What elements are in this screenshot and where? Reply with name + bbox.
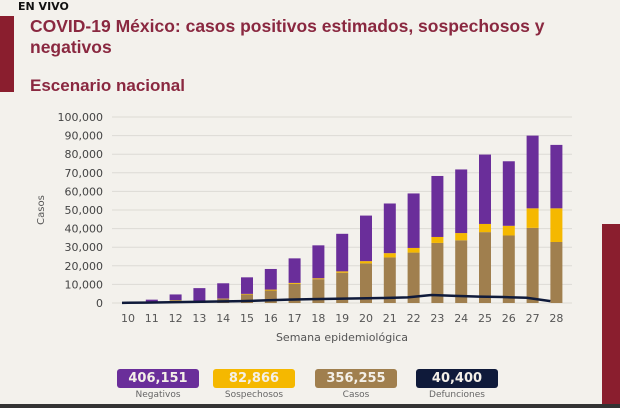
bar-casos-19 bbox=[336, 272, 349, 303]
bar-casos-15 bbox=[241, 294, 253, 303]
y-tick-label: 100,000 bbox=[58, 111, 104, 124]
bar-casos-22 bbox=[407, 252, 420, 303]
bar-negativos-28 bbox=[550, 144, 563, 209]
x-tick-label: 22 bbox=[407, 312, 421, 325]
bar-sospechosos-20 bbox=[360, 261, 372, 264]
live-badge: EN VIVO bbox=[18, 0, 69, 13]
line-defunciones bbox=[121, 293, 551, 305]
bar-sospechosos-17 bbox=[288, 282, 301, 284]
bar-casos-25 bbox=[479, 232, 491, 303]
bar-negativos-19 bbox=[336, 233, 349, 272]
x-tick-label: 24 bbox=[454, 312, 468, 325]
summary-label: Defunciones bbox=[429, 390, 485, 400]
x-tick-label: 23 bbox=[430, 312, 444, 325]
y-tick-label: 50,000 bbox=[65, 204, 104, 217]
y-tick-label: 10,000 bbox=[65, 278, 104, 291]
bar-sospechosos-15 bbox=[241, 293, 253, 295]
bar-negativos-13 bbox=[193, 288, 206, 301]
bar-casos-28 bbox=[550, 241, 563, 303]
bar-casos-21 bbox=[383, 257, 396, 303]
x-tick-label: 15 bbox=[240, 312, 254, 325]
bar-negativos-21 bbox=[383, 203, 396, 254]
y-tick-label: 20,000 bbox=[65, 260, 104, 273]
bar-casos-27 bbox=[526, 227, 539, 303]
y-axis-label: Casos bbox=[36, 195, 47, 225]
bar-casos-24 bbox=[455, 240, 468, 303]
bottom-strip bbox=[0, 404, 620, 408]
bar-sospechosos-24 bbox=[455, 233, 468, 241]
summary-label: Negativos bbox=[135, 390, 181, 400]
bar-negativos-11 bbox=[145, 299, 158, 302]
bar-casos-26 bbox=[502, 235, 515, 303]
bar-negativos-14 bbox=[217, 283, 230, 299]
bar-sospechosos-25 bbox=[479, 223, 491, 233]
x-tick-label: 20 bbox=[359, 312, 373, 325]
summary-sospechosos: 82,866 Sospechosos bbox=[213, 369, 295, 400]
x-tick-label: 27 bbox=[526, 312, 540, 325]
summary-negativos: 406,151 Negativos bbox=[117, 369, 199, 400]
x-tick-label: 16 bbox=[264, 312, 278, 325]
bar-negativos-27 bbox=[526, 135, 539, 209]
bar-sospechosos-19 bbox=[336, 271, 349, 273]
x-tick-label: 14 bbox=[216, 312, 230, 325]
bar-negativos-17 bbox=[288, 258, 301, 283]
y-tick-label: 60,000 bbox=[65, 185, 104, 198]
bar-negativos-12 bbox=[169, 294, 182, 301]
bar-sospechosos-21 bbox=[383, 253, 396, 258]
bar-casos-20 bbox=[360, 263, 372, 303]
x-tick-label: 17 bbox=[288, 312, 302, 325]
bar-sospechosos-18 bbox=[312, 278, 325, 280]
bar-negativos-24 bbox=[455, 169, 468, 234]
x-tick-label: 25 bbox=[478, 312, 492, 325]
summary-label: Sospechosos bbox=[224, 390, 284, 400]
x-tick-label: 26 bbox=[502, 312, 516, 325]
bar-negativos-22 bbox=[407, 193, 420, 248]
summary-defunciones: 40,400 Defunciones bbox=[416, 369, 498, 400]
summary-value: 356,255 bbox=[315, 369, 397, 388]
bar-sospechosos-28 bbox=[550, 208, 563, 242]
chart-title: COVID-19 México: casos positivos estimad… bbox=[30, 16, 545, 57]
bar-negativos-23 bbox=[431, 175, 444, 237]
bar-sospechosos-27 bbox=[526, 208, 539, 228]
bar-negativos-25 bbox=[479, 154, 491, 224]
bar-negativos-26 bbox=[502, 161, 515, 226]
y-tick-label: 80,000 bbox=[65, 148, 104, 161]
summary-value: 406,151 bbox=[117, 369, 199, 388]
summary-value: 82,866 bbox=[213, 369, 295, 388]
bar-negativos-18 bbox=[312, 245, 325, 279]
stacked-bar-chart: 0 10,000 20,000 30,000 40,000 50,000 60,000 70,… bbox=[36, 111, 572, 344]
summary-casos: 356,255 Casos bbox=[315, 369, 397, 400]
y-tick-label: 70,000 bbox=[65, 167, 104, 180]
x-tick-label: 19 bbox=[335, 312, 349, 325]
bar-sospechosos-22 bbox=[407, 247, 420, 253]
bar-sospechosos-26 bbox=[502, 225, 515, 236]
x-tick-label: 13 bbox=[192, 312, 206, 325]
bar-negativos-20 bbox=[360, 215, 372, 262]
y-tick-label: 40,000 bbox=[65, 223, 104, 236]
bar-sospechosos-16 bbox=[264, 289, 277, 291]
bar-sospechosos-23 bbox=[431, 236, 444, 243]
bar-casos-18 bbox=[312, 279, 325, 303]
x-tick-label: 10 bbox=[121, 312, 135, 325]
accent-bar-left bbox=[0, 16, 14, 92]
x-tick-label: 11 bbox=[145, 312, 159, 325]
y-tick-label: 90,000 bbox=[65, 130, 104, 143]
summary-label: Casos bbox=[342, 390, 370, 400]
x-tick-label: 28 bbox=[549, 312, 563, 325]
chart-subtitle: Escenario nacional bbox=[30, 76, 185, 95]
summary-value: 40,400 bbox=[416, 369, 498, 388]
bar-negativos-15 bbox=[241, 277, 253, 294]
accent-bar-right bbox=[602, 224, 620, 408]
x-tick-label: 18 bbox=[311, 312, 325, 325]
x-tick-label: 12 bbox=[169, 312, 183, 325]
bar-casos-23 bbox=[431, 242, 444, 303]
y-tick-label: 0 bbox=[96, 297, 103, 310]
x-axis-label: Semana epidemiológica bbox=[276, 331, 408, 344]
bar-negativos-16 bbox=[264, 268, 277, 290]
x-tick-label: 21 bbox=[383, 312, 397, 325]
y-tick-label: 30,000 bbox=[65, 241, 104, 254]
